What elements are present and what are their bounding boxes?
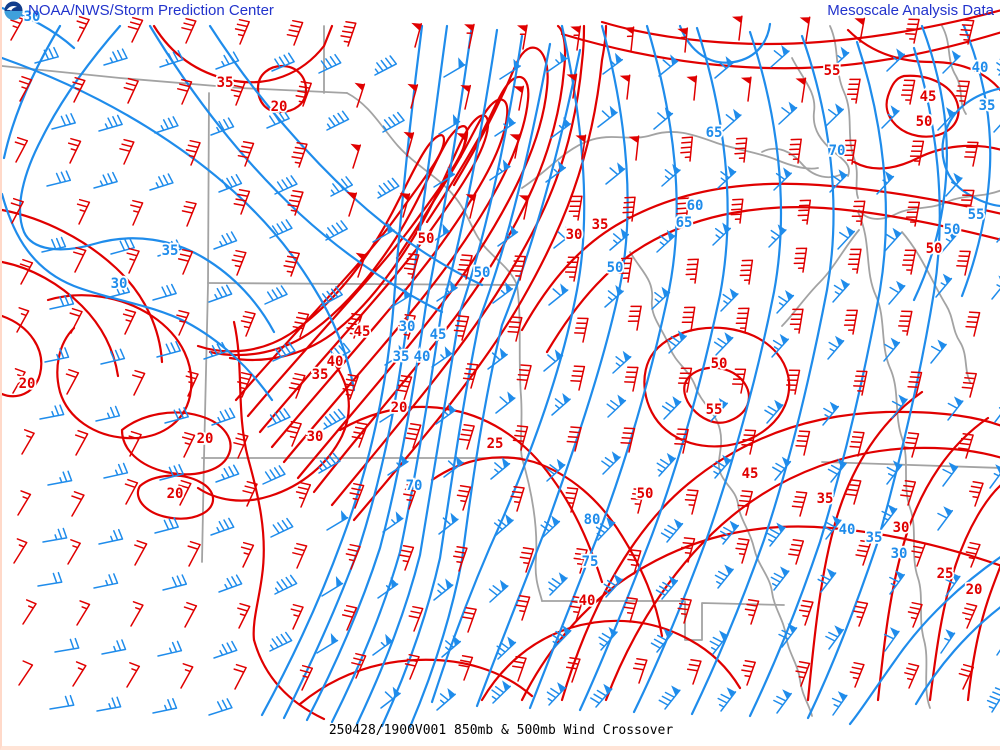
svg-text:65: 65: [706, 125, 723, 141]
svg-text:35: 35: [217, 75, 234, 91]
svg-text:50: 50: [474, 265, 491, 281]
svg-text:50: 50: [607, 260, 624, 276]
svg-text:50: 50: [418, 231, 435, 247]
svg-text:25: 25: [487, 436, 504, 452]
svg-text:20: 20: [966, 582, 983, 598]
svg-text:45: 45: [742, 466, 759, 482]
svg-text:70: 70: [829, 143, 846, 159]
svg-text:50: 50: [711, 356, 728, 372]
svg-text:70: 70: [406, 478, 423, 494]
svg-text:60: 60: [687, 198, 704, 214]
svg-text:35: 35: [979, 98, 996, 114]
svg-text:65: 65: [676, 215, 693, 231]
svg-text:45: 45: [430, 327, 447, 343]
svg-text:20: 20: [271, 99, 288, 115]
svg-text:30: 30: [24, 9, 41, 25]
svg-text:50: 50: [926, 241, 943, 257]
svg-text:40: 40: [579, 593, 596, 609]
svg-text:30: 30: [566, 227, 583, 243]
svg-text:30: 30: [891, 546, 908, 562]
svg-text:20: 20: [391, 400, 408, 416]
svg-text:35: 35: [817, 491, 834, 507]
svg-text:35: 35: [393, 349, 410, 365]
svg-text:80: 80: [584, 512, 601, 528]
svg-text:35: 35: [162, 243, 179, 259]
svg-text:40: 40: [327, 354, 344, 370]
svg-text:40: 40: [839, 522, 856, 538]
svg-text:20: 20: [19, 376, 36, 392]
svg-text:35: 35: [866, 530, 883, 546]
svg-text:45: 45: [920, 89, 937, 105]
svg-text:40: 40: [972, 60, 989, 76]
svg-text:30: 30: [399, 319, 416, 335]
svg-text:30: 30: [893, 520, 910, 536]
map-caption: 250428/1900V001 850mb & 500mb Wind Cross…: [328, 723, 674, 738]
svg-text:40: 40: [414, 349, 431, 365]
svg-text:50: 50: [637, 486, 654, 502]
svg-text:50: 50: [916, 114, 933, 130]
svg-text:25: 25: [937, 566, 954, 582]
svg-text:75: 75: [582, 554, 599, 570]
svg-text:50: 50: [944, 222, 961, 238]
svg-text:35: 35: [592, 217, 609, 233]
svg-text:55: 55: [968, 207, 985, 223]
svg-text:20: 20: [167, 486, 184, 502]
svg-text:55: 55: [824, 63, 841, 79]
svg-text:30: 30: [307, 429, 324, 445]
svg-text:45: 45: [354, 324, 371, 340]
svg-text:20: 20: [197, 431, 214, 447]
svg-text:55: 55: [706, 402, 723, 418]
svg-text:35: 35: [312, 367, 329, 383]
svg-text:30: 30: [111, 276, 128, 292]
